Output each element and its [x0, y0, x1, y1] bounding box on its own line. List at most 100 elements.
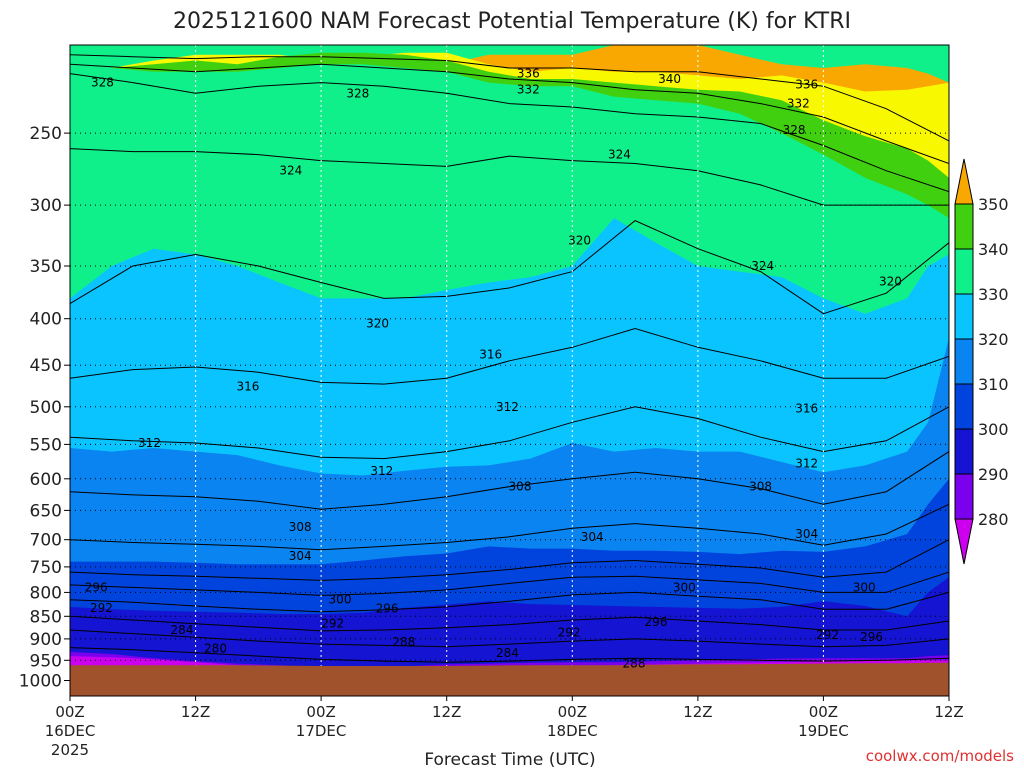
contour-line-300	[70, 539, 949, 581]
colorbar-swatch	[954, 248, 974, 295]
contour-label: 316	[236, 380, 259, 394]
chart-title: 2025121600 NAM Forecast Potential Temper…	[173, 9, 851, 34]
contour-label: 304	[289, 549, 312, 563]
colorbar-low-arrow	[954, 518, 974, 565]
contour-label: 300	[853, 580, 876, 594]
y-tick-label: 600	[30, 470, 62, 490]
contour-lines	[70, 54, 949, 663]
colorbar-label: 340	[978, 240, 1009, 259]
contour-label: 280	[204, 641, 227, 655]
contour-label: 328	[346, 86, 369, 100]
contour-line-280	[70, 647, 949, 663]
y-tick-label: 850	[30, 607, 62, 627]
contour-line-316	[70, 327, 949, 385]
contour-label: 320	[366, 317, 389, 331]
contour-label: 296	[376, 601, 399, 615]
y-axis: 250 300 350 400 450 500 550 600 650 700 750 800 850 9…	[19, 124, 70, 692]
y-tick-label: 250	[30, 124, 62, 144]
contour-label: 296	[645, 615, 668, 629]
y-tick-label: 650	[30, 501, 62, 521]
colorbar: 280 290 300 310 320 330 340 350	[954, 158, 1009, 565]
colorbar-swatch	[954, 383, 974, 430]
colorbar-swatch	[954, 338, 974, 385]
contour-label: 300	[673, 580, 696, 594]
contour-label: 332	[787, 97, 810, 111]
x-tick-label: 00Z	[55, 703, 84, 721]
y-tick-label: 950	[30, 651, 62, 671]
colorbar-label: 300	[978, 420, 1009, 439]
contour-line-324	[70, 148, 949, 206]
colorbar-swatch	[954, 203, 974, 250]
contour-label: 312	[496, 400, 519, 414]
contour-line-312	[70, 406, 949, 460]
contour-label: 308	[749, 480, 772, 494]
contour-label: 300	[329, 592, 352, 606]
contour-label: 336	[795, 77, 818, 91]
contour-line-308	[70, 451, 949, 510]
x-tick-label: 12Z	[934, 703, 963, 721]
x-tick-year: 2025	[51, 741, 89, 759]
contour-label: 320	[879, 275, 902, 289]
y-tick-label: 800	[30, 583, 62, 603]
contour-label: 304	[581, 530, 604, 544]
contour-label: 328	[91, 76, 114, 90]
x-tick-date: 16DEC	[45, 722, 96, 740]
y-tick-label: 550	[30, 435, 62, 455]
x-axis-label: Forecast Time (UTC)	[424, 750, 595, 768]
x-tick-label: 12Z	[432, 703, 461, 721]
y-tick-label: 700	[30, 531, 62, 551]
contour-label: 288	[623, 657, 646, 671]
colorbar-label: 350	[978, 195, 1009, 214]
contour-label: 324	[608, 148, 631, 162]
contour-line-288	[70, 615, 949, 632]
contour-label: 308	[509, 480, 532, 494]
colorbar-swatch	[954, 473, 974, 520]
contour-label: 320	[568, 233, 591, 247]
contour-label: 332	[517, 83, 540, 97]
colorbar-label: 320	[978, 330, 1009, 349]
x-tick-label: 00Z	[558, 703, 587, 721]
contour-label: 312	[138, 436, 161, 450]
contour-label: 292	[558, 626, 581, 640]
credit-link[interactable]: coolwx.com/models	[866, 747, 1014, 765]
contour-label: 316	[479, 348, 502, 362]
colorbar-swatch	[954, 293, 974, 340]
colorbar-label: 280	[978, 510, 1009, 529]
contour-label: 284	[496, 646, 519, 660]
contour-label: 312	[795, 456, 818, 470]
contour-labels: 328 328 336 332 340 336 332 328 324 324 320 324 320 3…	[85, 67, 902, 671]
x-tick-date: 19DEC	[798, 722, 849, 740]
x-tick-label: 12Z	[683, 703, 712, 721]
contour-label: 308	[289, 520, 312, 534]
y-tick-label: 900	[30, 630, 62, 650]
contour-line-336	[70, 54, 949, 142]
contour-label: 312	[370, 464, 393, 478]
plot-area: 328 328 336 332 340 336 332 328 324 324 320 324 320 3…	[70, 45, 949, 696]
colorbar-swatch	[954, 428, 974, 475]
contour-label: 288	[392, 635, 415, 649]
contour-label: 284	[171, 623, 194, 637]
contour-label: 292	[90, 601, 113, 615]
y-tick-label: 450	[30, 356, 62, 376]
y-tick-label: 300	[30, 196, 62, 216]
contour-label: 296	[85, 580, 108, 594]
contour-line-332	[70, 63, 949, 164]
contour-label: 292	[816, 628, 839, 642]
contour-line-292	[70, 591, 949, 613]
colorbar-label: 330	[978, 285, 1009, 304]
plot-frame	[69, 44, 950, 697]
y-tick-label: 1000	[19, 672, 62, 692]
colorbar-label: 310	[978, 375, 1009, 394]
x-tick-date: 17DEC	[296, 722, 347, 740]
contour-line-320	[70, 220, 949, 315]
contour-label: 292	[321, 617, 344, 631]
filled-contours	[70, 45, 949, 696]
x-tick-label: 00Z	[306, 703, 335, 721]
y-tick-label: 350	[30, 257, 62, 277]
contour-label: 340	[658, 72, 681, 86]
contour-label: 316	[795, 401, 818, 415]
grid-lines	[70, 45, 949, 696]
contour-label: 296	[860, 630, 883, 644]
